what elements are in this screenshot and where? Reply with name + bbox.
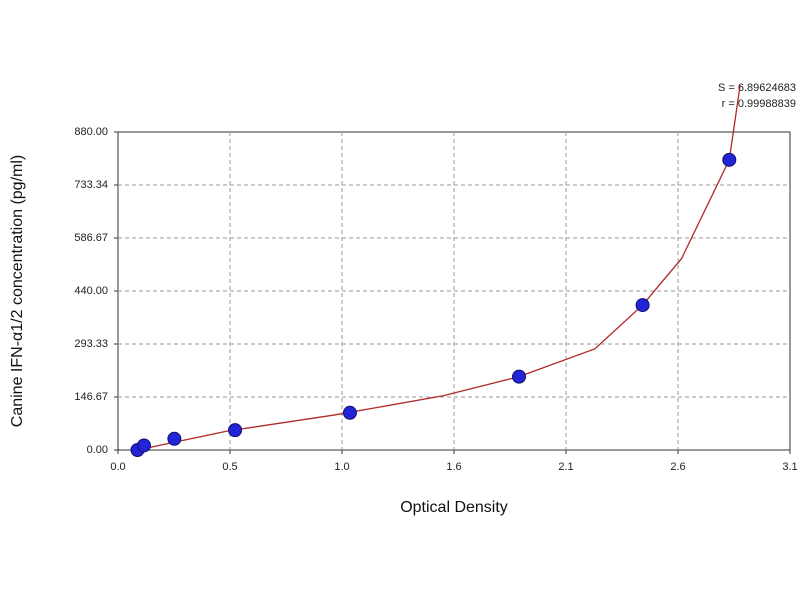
y-tick-label: 880.00 — [74, 126, 108, 138]
plot-layer — [137, 85, 741, 450]
x-tick-label: 2.6 — [670, 461, 685, 473]
x-tick-label: 0.0 — [110, 461, 125, 473]
x-tick-label: 0.5 — [222, 461, 237, 473]
data-point — [228, 423, 243, 438]
x-tick-label: 1.6 — [446, 461, 461, 473]
x-tick-label: 1.0 — [334, 461, 349, 473]
data-point — [167, 431, 182, 446]
data-point — [137, 438, 152, 453]
x-axis-label: Optical Density — [400, 499, 508, 516]
x-tick-label: 3.1 — [782, 461, 797, 473]
annotation: S = 6.89624683 — [718, 82, 796, 94]
data-point — [512, 369, 527, 384]
y-tick-label: 733.34 — [74, 179, 108, 191]
x-tick-label: 2.1 — [558, 461, 573, 473]
data-point — [722, 152, 737, 167]
y-tick-label: 440.00 — [74, 285, 108, 297]
y-tick-label: 586.67 — [74, 232, 108, 244]
fit-curve — [137, 85, 741, 450]
y-tick-label: 293.33 — [74, 338, 108, 350]
annotation: r = 0.99988839 — [722, 98, 796, 110]
data-point — [635, 298, 650, 313]
y-tick-label: 0.00 — [87, 444, 108, 456]
data-point — [342, 405, 357, 420]
y-tick-label: 146.67 — [74, 391, 108, 403]
y-axis-label: Canine IFN-α1/2 concentration (pg/ml) — [9, 155, 26, 427]
